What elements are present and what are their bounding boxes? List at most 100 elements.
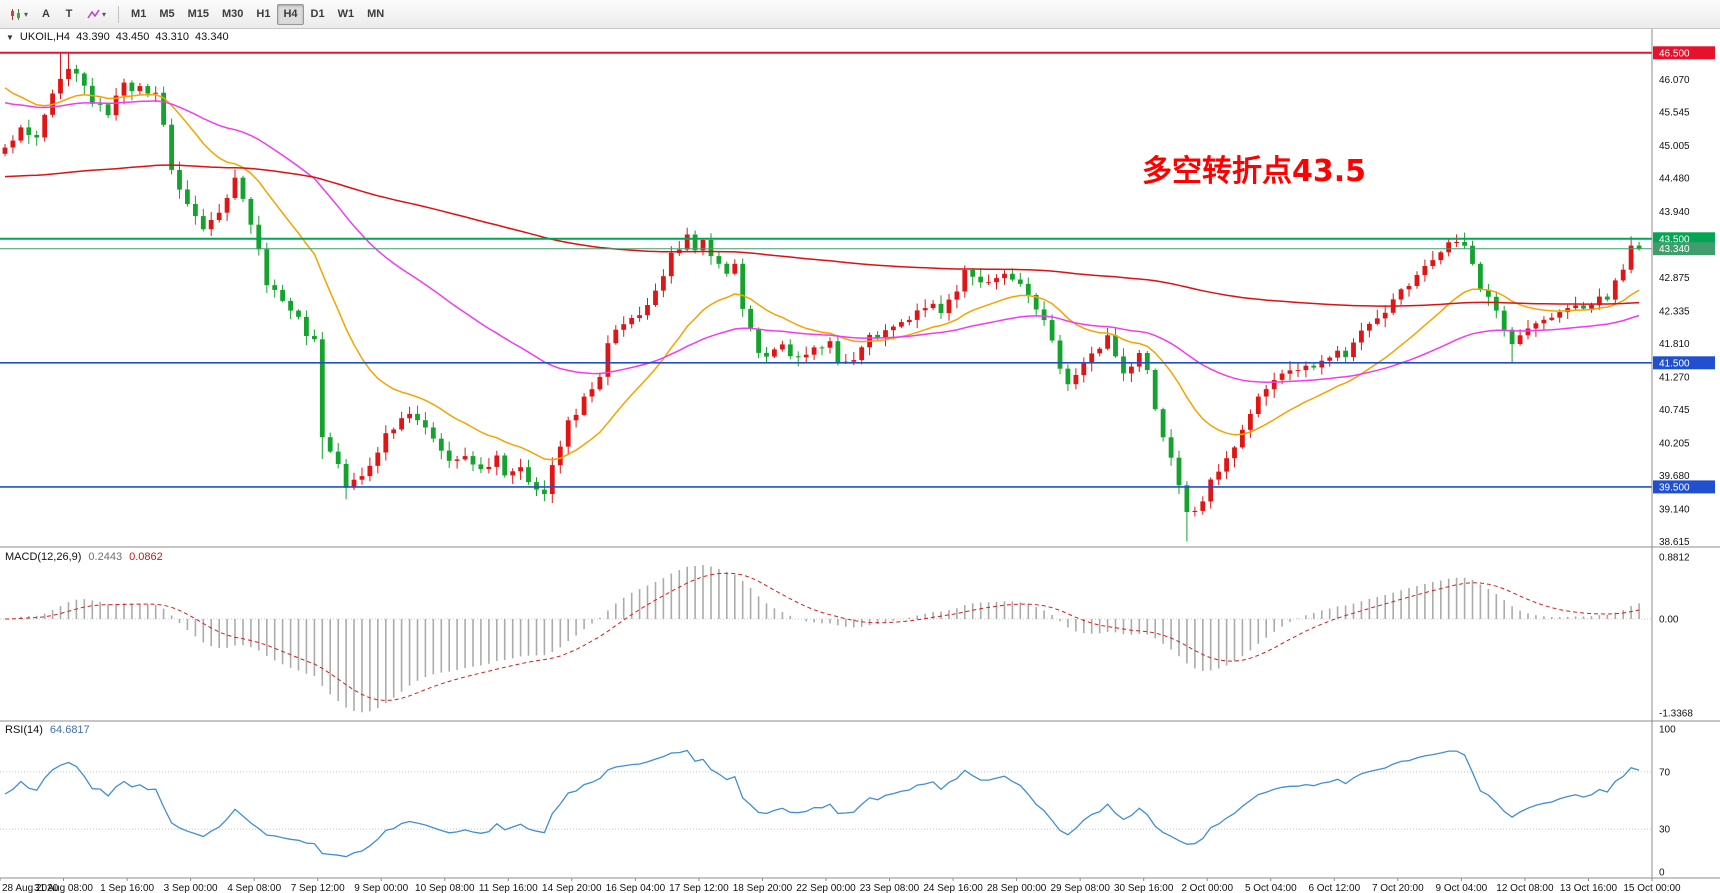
ma-line-medium-magenta <box>4 100 1640 383</box>
timeframe-button-h1[interactable]: H1 <box>250 4 276 25</box>
rsi-line <box>4 749 1640 858</box>
price-axis-label: 46.070 <box>1659 75 1690 86</box>
draw-tools-icon <box>87 9 100 18</box>
time-axis-label[interactable]: 9 Sep 00:00 <box>354 883 408 893</box>
time-axis-label[interactable]: 28 Sep 00:00 <box>987 883 1047 893</box>
rsi-axis-label: 100 <box>1659 725 1676 736</box>
time-axis-label[interactable]: 24 Sep 16:00 <box>923 883 983 893</box>
time-axis-label[interactable]: 12 Oct 08:00 <box>1496 883 1554 893</box>
price-axis-label: 38.615 <box>1659 537 1690 548</box>
time-axis-label[interactable]: 13 Oct 16:00 <box>1560 883 1618 893</box>
toolbar-separator <box>118 5 120 23</box>
price-axis-label: 45.545 <box>1659 108 1690 119</box>
time-axis-label[interactable]: 6 Oct 12:00 <box>1308 883 1360 893</box>
time-axis-label[interactable]: 7 Oct 20:00 <box>1372 883 1424 893</box>
text-label-tool-glyph: A <box>42 8 50 20</box>
chart-ohlc-header: ▼ UKOIL,H4 43.390 43.450 43.310 43.340 <box>6 31 229 43</box>
macd-pane-label: MACD(12,26,9) 0.2443 0.0862 <box>5 551 163 563</box>
timeframe-button-mn[interactable]: MN <box>361 4 390 25</box>
price-axis-label: 40.745 <box>1659 405 1690 416</box>
price-tag-box <box>1653 242 1715 256</box>
price-tag-box <box>1653 232 1715 246</box>
time-axis-label[interactable]: 14 Sep 20:00 <box>542 883 602 893</box>
timeframe-button-m15[interactable]: M15 <box>182 4 215 25</box>
rsi-indicator-name: RSI(14) <box>5 724 43 736</box>
timeframe-button-group: M1 M5 M15 M30 H1 H4 D1 W1 MN <box>125 3 390 25</box>
rsi-pane-label: RSI(14) 64.6817 <box>5 724 90 736</box>
price-tag-label: 39.500 <box>1659 482 1690 493</box>
time-axis-label[interactable]: 9 Oct 04:00 <box>1436 883 1488 893</box>
time-axis-label[interactable]: 5 Oct 04:00 <box>1245 883 1297 893</box>
timeframe-button-d1[interactable]: D1 <box>305 4 331 25</box>
chevron-down-icon: ▾ <box>24 9 29 19</box>
time-axis-label[interactable]: 2 Oct 00:00 <box>1181 883 1233 893</box>
chevron-down-icon: ▾ <box>102 9 107 19</box>
time-axis-label[interactable]: 17 Sep 12:00 <box>669 883 729 893</box>
ma-line-slow-red <box>4 164 1640 307</box>
time-axis-label[interactable]: 22 Sep 00:00 <box>796 883 856 893</box>
price-axis-label: 39.680 <box>1659 471 1690 482</box>
ohlc-high: 43.450 <box>115 31 150 43</box>
macd-axis-label: 0.8812 <box>1659 553 1690 564</box>
price-axis-label: 42.335 <box>1659 307 1690 318</box>
chart-annotation-text: 多空转折点43.5 <box>1142 154 1367 189</box>
text-tool-button[interactable]: T <box>58 4 80 25</box>
symbol-label: UKOIL,H4 <box>19 31 71 43</box>
text-tool-glyph: T <box>65 8 73 20</box>
draw-tools-button[interactable]: ▾ <box>81 4 112 25</box>
macd-histogram <box>12 565 1640 713</box>
candles-layer[interactable] <box>2 52 1642 542</box>
price-tag-label: 41.500 <box>1659 358 1690 369</box>
time-axis-label[interactable]: 4 Sep 08:00 <box>227 883 281 893</box>
time-axis-label[interactable]: 3 Sep 00:00 <box>164 883 218 893</box>
time-axis-label[interactable]: 29 Sep 08:00 <box>1050 883 1110 893</box>
time-axis-label[interactable]: 15 Oct 00:00 <box>1623 883 1681 893</box>
price-tag-box <box>1653 480 1715 494</box>
time-axis-label[interactable]: 23 Sep 08:00 <box>860 883 920 893</box>
macd-signal-value: 0.0862 <box>129 551 163 563</box>
price-axis-label: 44.480 <box>1659 174 1690 185</box>
price-tag-label: 43.500 <box>1659 234 1690 245</box>
price-axis-label: 41.810 <box>1659 339 1690 350</box>
macd-main-value: 0.2443 <box>88 551 123 563</box>
price-tag-box <box>1653 46 1715 60</box>
timeframe-button-w1[interactable]: W1 <box>332 4 361 25</box>
rsi-axis-label: 30 <box>1659 825 1671 836</box>
macd-axis-label: 0.00 <box>1659 615 1679 626</box>
time-axis-label[interactable]: 7 Sep 12:00 <box>291 883 345 893</box>
macd-signal-line <box>4 572 1640 702</box>
time-axis-label[interactable]: 10 Sep 08:00 <box>415 883 475 893</box>
price-axis-label: 40.205 <box>1659 439 1690 450</box>
time-axis-label[interactable]: 31 Aug 08:00 <box>34 883 93 893</box>
macd-axis-label: -1.3368 <box>1659 709 1693 720</box>
toolbar: ▾ A T ▾ M1 M5 M15 M30 H1 H4 D1 W1 MN <box>0 0 1720 29</box>
timeframe-button-h4[interactable]: H4 <box>277 3 304 25</box>
time-axis-label[interactable]: 18 Sep 20:00 <box>733 883 793 893</box>
time-axis-label[interactable]: 28 Aug 2020 <box>2 883 59 893</box>
price-axis-label: 43.940 <box>1659 207 1690 218</box>
macd-indicator-name: MACD(12,26,9) <box>5 551 82 563</box>
price-tag-label: 43.340 <box>1659 244 1690 255</box>
ohlc-close: 43.340 <box>195 31 229 43</box>
timeframe-button-m5[interactable]: M5 <box>153 4 180 25</box>
ohlc-low: 43.310 <box>155 31 190 43</box>
price-tag-box <box>1653 356 1715 370</box>
rsi-axis-label: 70 <box>1659 767 1671 778</box>
price-axis-label: 42.875 <box>1659 273 1690 284</box>
ohlc-open: 43.390 <box>76 31 110 43</box>
timeframe-button-m30[interactable]: M30 <box>216 4 249 25</box>
time-axis-label[interactable]: 1 Sep 16:00 <box>100 883 154 893</box>
time-axis-label[interactable]: 11 Sep 16:00 <box>479 883 538 893</box>
ma-line-fast-orange <box>4 87 1640 461</box>
chart-type-button[interactable]: ▾ <box>3 4 34 25</box>
price-axis-label: 41.270 <box>1659 373 1690 384</box>
time-axis-label[interactable]: 30 Sep 16:00 <box>1114 883 1174 893</box>
price-tag-label: 46.500 <box>1659 48 1690 59</box>
time-axis-label[interactable]: 16 Sep 04:00 <box>606 883 666 893</box>
price-axis-label: 39.140 <box>1659 505 1690 516</box>
collapse-triangle-icon[interactable]: ▼ <box>6 32 14 42</box>
timeframe-button-m1[interactable]: M1 <box>125 4 152 25</box>
price-axis[interactable]: 46.070 45.545 45.005 44.480 43.940 42.875 42.3… <box>1653 46 1715 548</box>
text-label-tool-button[interactable]: A <box>35 4 57 25</box>
